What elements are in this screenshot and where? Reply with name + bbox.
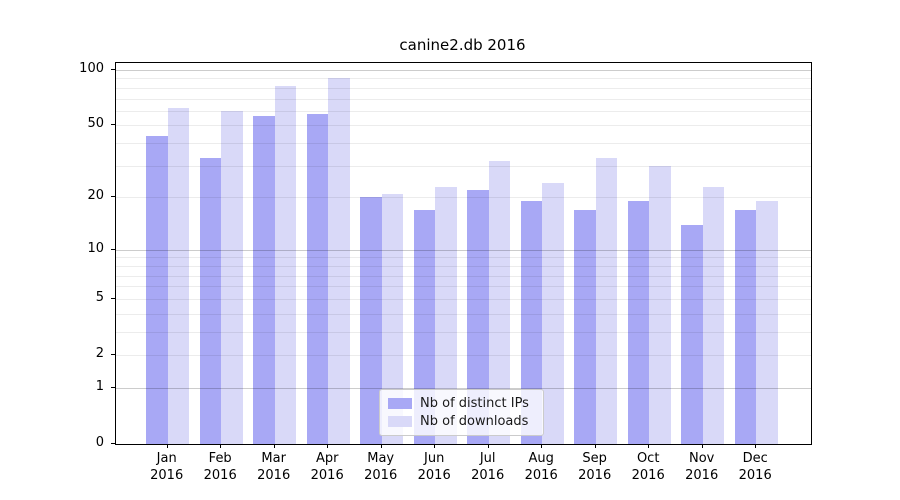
x-tick-mark: [434, 444, 436, 448]
x-tick-mark: [755, 444, 757, 448]
legend-swatch-downloads: [388, 415, 412, 427]
x-tick-mark: [380, 444, 382, 448]
gridline-major: [116, 70, 811, 71]
x-tick-mark: [541, 444, 543, 448]
x-tick-label: Oct 2016: [631, 451, 665, 483]
bar-downloads-may: [381, 193, 404, 444]
y-tick-label: 5: [95, 289, 104, 305]
chart-title: canine2.db 2016: [399, 36, 526, 54]
y-tick-mark: [111, 196, 115, 198]
x-tick-label: Jun 2016: [417, 451, 451, 483]
gridline-minor: [116, 98, 811, 100]
gridline-minor: [116, 286, 811, 288]
bar-downloads-oct: [649, 165, 671, 444]
bar-distinct-ips-jun: [413, 209, 436, 444]
x-tick-mark: [273, 444, 275, 448]
bar-distinct-ips-sep: [574, 209, 596, 444]
y-tick-label: 1: [95, 378, 104, 394]
gridline-minor: [116, 197, 811, 199]
gridline-minor: [116, 110, 811, 112]
x-tick-label: Nov 2016: [685, 451, 719, 483]
bar-distinct-ips-jul: [467, 189, 489, 444]
bar-distinct-ips-may: [360, 197, 382, 444]
gridline-minor: [116, 87, 811, 89]
bar-distinct-ips-feb: [199, 158, 222, 444]
bars-layer: [116, 63, 811, 444]
gridline-major: [116, 387, 811, 389]
bar-downloads-apr: [328, 78, 350, 444]
y-tick-label: 10: [87, 240, 104, 256]
gridline-minor: [116, 298, 811, 300]
y-tick-mark: [111, 69, 115, 70]
x-tick-label: Apr 2016: [310, 451, 344, 483]
gridlines-layer: [116, 63, 811, 444]
gridline-minor: [116, 78, 811, 80]
legend-label-downloads: Nb of downloads: [420, 413, 529, 429]
bar-downloads-mar: [274, 85, 297, 444]
gridline-minor: [116, 165, 811, 167]
x-tick-label: Feb 2016: [203, 451, 237, 483]
plot-area: [115, 62, 812, 445]
bar-downloads-jul: [488, 160, 511, 444]
gridline-minor: [116, 125, 811, 127]
gridline-minor: [116, 143, 811, 145]
bar-downloads-sep: [595, 158, 618, 444]
bar-downloads-aug: [542, 183, 564, 444]
y-tick-mark: [111, 386, 115, 388]
x-tick-mark: [220, 444, 222, 448]
legend-swatch-distinct-ips: [388, 398, 412, 410]
y-tick-label: 100: [79, 61, 104, 76]
x-tick-label: Jul 2016: [471, 451, 505, 483]
x-tick-mark: [594, 444, 596, 448]
bar-distinct-ips-jan: [146, 135, 168, 444]
y-tick-mark: [111, 297, 115, 299]
x-tick-label: Aug 2016: [524, 451, 558, 483]
bar-distinct-ips-dec: [734, 209, 757, 444]
x-tick-label: Sep 2016: [578, 451, 612, 483]
bar-distinct-ips-apr: [306, 113, 329, 444]
gridline-minor: [116, 265, 811, 267]
bar-distinct-ips-oct: [627, 201, 650, 444]
bar-distinct-ips-nov: [681, 224, 703, 444]
x-tick-mark: [327, 444, 329, 448]
gridline-minor: [116, 331, 811, 333]
legend-item-distinct-ips: Nb of distinct IPs: [388, 395, 535, 412]
x-tick-mark: [487, 444, 489, 448]
legend: Nb of distinct IPs Nb of downloads: [379, 389, 544, 436]
legend-item-downloads: Nb of downloads: [388, 413, 535, 430]
y-tick-mark: [111, 248, 115, 250]
gridline-minor: [116, 275, 811, 277]
bar-distinct-ips-aug: [520, 201, 543, 444]
x-tick-mark: [166, 444, 168, 448]
bar-downloads-feb: [221, 110, 243, 444]
y-tick-mark: [111, 354, 115, 355]
x-tick-label: May 2016: [364, 451, 398, 483]
y-tick-label: 50: [87, 116, 104, 132]
gridline-major: [116, 249, 811, 251]
bar-downloads-jun: [435, 186, 457, 444]
x-tick-mark: [648, 444, 650, 448]
x-tick-label: Mar 2016: [257, 451, 291, 483]
gridline-minor: [116, 313, 811, 315]
gridline-minor: [116, 257, 811, 259]
x-tick-mark: [701, 444, 703, 448]
y-tick-mark: [111, 124, 115, 126]
y-tick-label: 0: [95, 435, 104, 450]
bar-downloads-jan: [167, 108, 190, 444]
bar-downloads-dec: [756, 201, 778, 444]
bar-distinct-ips-mar: [253, 116, 275, 444]
legend-label-distinct-ips: Nb of distinct IPs: [420, 396, 529, 412]
x-tick-label: Jan 2016: [150, 451, 184, 483]
y-tick-label: 2: [95, 346, 104, 361]
bar-downloads-nov: [702, 186, 725, 444]
y-tick-label: 20: [87, 188, 104, 204]
y-tick-mark: [111, 443, 115, 444]
gridline-minor: [116, 355, 811, 356]
x-tick-label: Dec 2016: [738, 451, 772, 483]
